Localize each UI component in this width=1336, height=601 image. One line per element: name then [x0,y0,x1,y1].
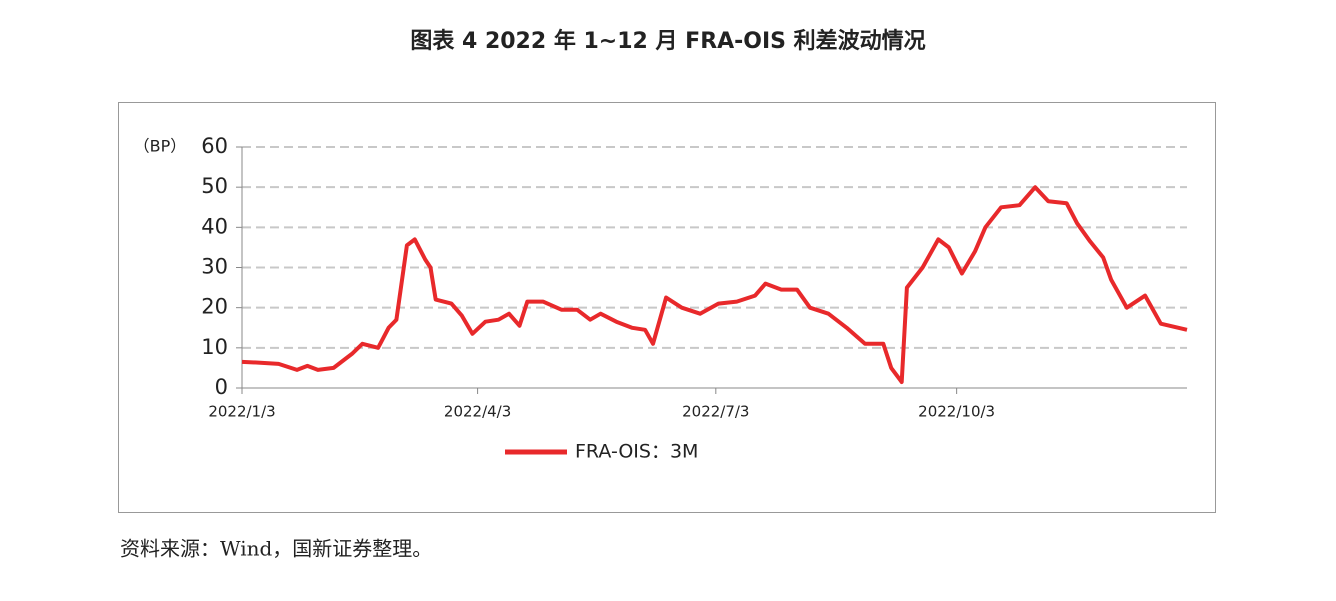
y-tick-label: 40 [201,214,228,238]
x-tick-label: 2022/10/3 [918,403,995,421]
y-tick-label: 0 [215,375,228,399]
y-axis-label: （BP） [134,137,187,156]
y-tick-label: 50 [201,174,228,198]
data-line [241,185,1188,384]
x-tick-label: 2022/4/3 [444,403,511,421]
chart-frame [118,102,1216,513]
x-tick-label: 2022/7/3 [682,403,749,421]
y-tick-label: 60 [201,134,228,158]
y-tick-label: 10 [201,335,228,359]
y-tick-label: 30 [201,255,228,279]
x-tick-label: 2022/1/3 [208,403,275,421]
y-tick-label: 20 [201,295,228,319]
chart-title: 图表 4 2022 年 1~12 月 FRA-OIS 利差波动情况 [410,28,925,54]
legend-label: FRA-OIS：3M [575,441,698,463]
source-note: 资料来源：Wind，国新证券整理。 [120,537,432,561]
